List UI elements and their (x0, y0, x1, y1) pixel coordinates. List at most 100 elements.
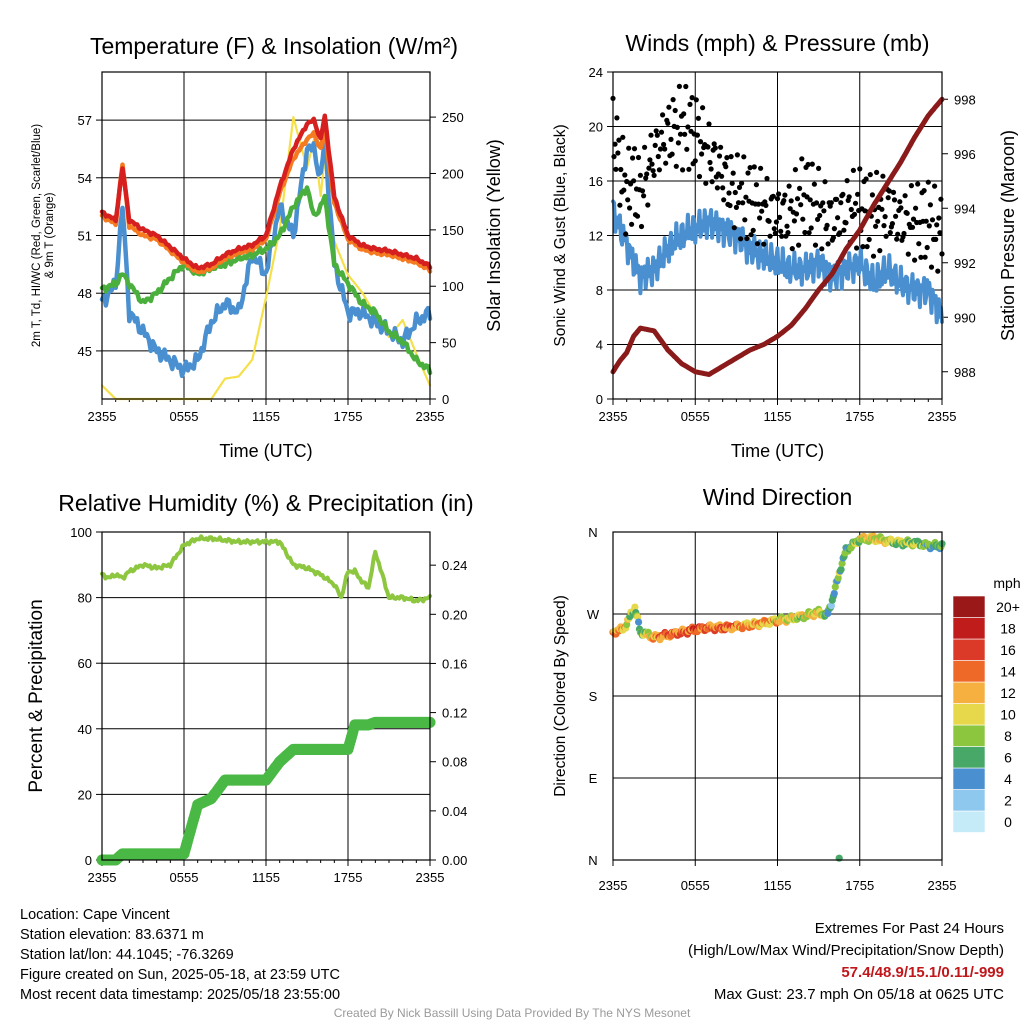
gust-point (707, 159, 713, 166)
gust-point (653, 128, 659, 134)
y2-tick-label: 994 (954, 201, 976, 216)
gust-point (638, 223, 645, 230)
gust-point (613, 166, 619, 172)
y-tick-label: 16 (589, 174, 603, 189)
gust-point (883, 233, 889, 239)
gust-point (912, 257, 918, 263)
gust-point (796, 242, 802, 248)
gust-point (645, 202, 651, 208)
gust-point (915, 181, 921, 187)
legend-label: 16 (1000, 642, 1016, 658)
gust-point (624, 178, 630, 185)
x-tick-label: 1755 (845, 409, 874, 424)
gust-point (697, 139, 704, 145)
gust-point (735, 200, 742, 206)
x-tick-label: 2355 (88, 409, 117, 424)
extremes-panel: Extremes For Past 24 Hours (High/Low/Max… (688, 918, 1004, 1006)
gust-point (855, 191, 861, 197)
gust-point (831, 226, 838, 232)
direction-point (834, 574, 842, 582)
gust-point (627, 205, 633, 211)
gust-point (724, 155, 730, 161)
gust-point (614, 115, 620, 121)
gust-point (714, 185, 721, 191)
y-tick-label: N (588, 525, 597, 540)
gust-point (719, 173, 725, 179)
gust-point (753, 182, 760, 188)
x-tick-label: 1155 (764, 878, 792, 893)
gust-point (741, 154, 747, 160)
gust-point (674, 124, 680, 130)
credit-line: Created By Nick Bassill Using Data Provi… (333, 1006, 691, 1020)
gust-point (629, 221, 635, 227)
gust-point (641, 193, 647, 199)
gust-point (696, 173, 703, 180)
gust-point (928, 264, 935, 270)
legend-swatch (952, 810, 986, 833)
gust-point (729, 180, 735, 186)
gust-point (812, 242, 819, 248)
gust-point (650, 168, 656, 174)
y2-tick-label: 0.04 (442, 804, 467, 819)
gust-point (870, 253, 877, 259)
gust-point (784, 223, 790, 229)
y2-tick-label: 996 (954, 147, 976, 162)
y-tick-label: N (588, 853, 597, 868)
gust-point (815, 216, 821, 222)
gust-point (761, 241, 767, 247)
gust-point (820, 200, 826, 206)
x-tick-label: 1755 (334, 409, 363, 424)
y2-tick-label: 990 (954, 310, 976, 325)
legend-label: 10 (1000, 707, 1016, 723)
gust-point (730, 170, 736, 176)
gust-point (822, 179, 828, 185)
gust-point (807, 197, 813, 203)
gust-point (711, 141, 717, 147)
direction-point (837, 565, 845, 574)
gust-point (798, 202, 804, 208)
gust-point (913, 205, 919, 211)
y-tick-label: E (589, 771, 598, 786)
gust-point (938, 196, 944, 202)
gust-point (843, 220, 849, 226)
direction-point (635, 618, 643, 626)
gust-point (755, 201, 762, 207)
gust-point (846, 194, 852, 200)
legend-label: 12 (1000, 685, 1016, 701)
y2-axis-label-text: Solar Insolation (Yellow) (484, 139, 504, 331)
gust-point (811, 181, 818, 187)
gust-point (675, 140, 682, 146)
gust-point (689, 95, 695, 101)
legend-swatch (952, 703, 986, 726)
gust-point (825, 241, 831, 247)
gust-point (646, 165, 652, 171)
series-2m-temperature (99, 113, 433, 271)
gust-point (778, 228, 784, 234)
gust-point (748, 232, 754, 238)
gust-point (656, 167, 663, 173)
gust-point (621, 187, 627, 193)
gust-point (655, 153, 661, 160)
gust-point (840, 191, 846, 197)
legend-label: 2 (1004, 793, 1012, 809)
gust-point (875, 218, 881, 224)
gust-point (932, 183, 938, 189)
x-tick-label: 1755 (334, 870, 363, 885)
gust-point (794, 196, 801, 202)
gust-point (611, 154, 617, 160)
gust-point (612, 141, 618, 147)
direction-point (835, 854, 843, 862)
x-tick-label: 2355 (599, 878, 628, 893)
gust-point (739, 180, 745, 186)
y2-tick-label: 998 (954, 92, 976, 107)
gust-point (750, 227, 756, 233)
gust-point (706, 121, 712, 127)
gust-point (924, 244, 930, 251)
direction-point (827, 602, 836, 610)
x-tick-label: 2355 (928, 878, 957, 893)
gust-point (670, 97, 676, 103)
gust-point (623, 231, 629, 237)
gust-point (802, 229, 808, 236)
gust-point (693, 97, 699, 103)
gust-point (767, 233, 773, 239)
